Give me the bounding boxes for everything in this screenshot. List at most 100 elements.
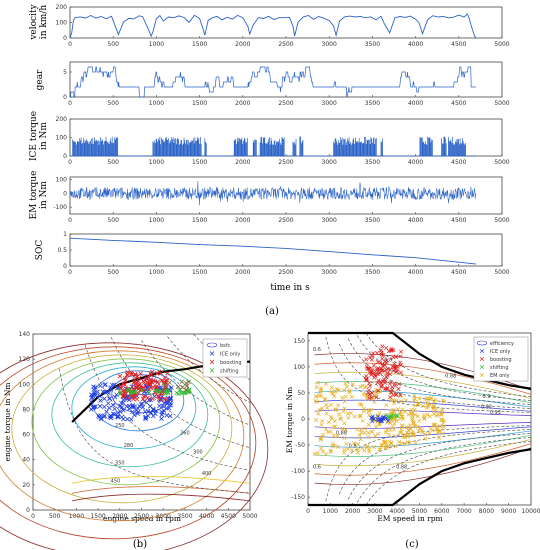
em-only-point xyxy=(355,427,360,432)
em-only-point xyxy=(425,412,430,417)
ice-only-point xyxy=(386,418,391,424)
boosting-point xyxy=(163,384,168,390)
shifting-point xyxy=(389,415,394,420)
y-axis-label: ICE torque xyxy=(29,111,39,161)
em-only-point xyxy=(390,424,395,429)
x-tick-label: 5000 xyxy=(494,41,509,48)
bsfc-contour xyxy=(0,346,257,540)
em-only-point xyxy=(342,399,347,404)
ice-only-point xyxy=(168,396,173,402)
em-only-point xyxy=(428,402,433,407)
shifting-point xyxy=(162,389,168,394)
boosting-point xyxy=(382,359,388,364)
boosting-point xyxy=(397,382,402,387)
boosting-point xyxy=(371,363,376,368)
y-tick-label: 20 xyxy=(22,482,30,489)
bsfc-contour xyxy=(71,476,251,484)
boosting-point xyxy=(384,367,389,372)
power-line xyxy=(58,368,251,494)
contour-label: 260 xyxy=(180,431,190,437)
x-tick-label: 6000 xyxy=(434,508,449,515)
x-tick-label: 3500 xyxy=(365,269,380,276)
efficiency-contour xyxy=(314,362,532,395)
em-only-point xyxy=(422,416,427,421)
y-axis-label: in Nm xyxy=(39,181,49,209)
x-tick-label: 0 xyxy=(31,513,35,520)
boosting-point xyxy=(148,372,154,378)
em-only-point xyxy=(331,425,336,430)
em-only-point xyxy=(379,443,384,448)
em-only-point xyxy=(432,403,437,408)
shifting-point xyxy=(117,391,123,397)
y-tick-label: 100 xyxy=(56,177,68,184)
efficiency-contour xyxy=(314,399,532,412)
boosting-point xyxy=(382,368,387,373)
em-only-point xyxy=(324,452,329,457)
shifting-point xyxy=(395,414,400,419)
em-only-point xyxy=(398,411,403,416)
contour-label: 0.9 xyxy=(482,394,490,400)
boosting-point xyxy=(380,344,385,349)
boosting-point xyxy=(125,372,130,377)
power-line xyxy=(356,437,532,503)
ice-only-point xyxy=(103,382,108,387)
ice-only-point xyxy=(98,413,104,419)
em-only-point xyxy=(433,422,438,427)
em-only-point xyxy=(323,397,328,402)
boosting-point xyxy=(376,388,381,393)
em-only-point xyxy=(407,426,413,431)
em-only-point xyxy=(369,429,375,434)
x-tick-label: 3500 xyxy=(177,513,192,520)
em-only-point xyxy=(362,385,367,390)
ice-only-point xyxy=(378,417,383,423)
boosting-point xyxy=(375,351,380,356)
em-only-point xyxy=(342,450,347,455)
em-only-point xyxy=(351,441,357,446)
boosting-point xyxy=(134,396,140,402)
y-axis-label: EM torque in Nm xyxy=(285,387,294,453)
subplot-3: 0 500 1000 1500 2000 2500 3000 3500 4000 4500 5000… xyxy=(29,111,510,166)
boosting-point xyxy=(393,392,398,398)
ice-only-point xyxy=(125,416,130,422)
x-tick-label: 5000 xyxy=(494,159,509,166)
series-line xyxy=(69,180,477,206)
boosting-point xyxy=(378,371,383,376)
em-only-point xyxy=(422,415,427,420)
ice-only-point xyxy=(102,404,107,410)
ice-only-point xyxy=(370,419,375,424)
em-only-point xyxy=(376,431,381,436)
em-only-point xyxy=(373,433,378,438)
em-only-point xyxy=(425,403,430,408)
ice-only-point xyxy=(115,410,121,415)
boosting-point xyxy=(368,384,373,389)
x-tick-label: 3500 xyxy=(365,100,380,107)
em-only-point xyxy=(357,414,362,419)
ice-only-point xyxy=(370,416,375,421)
em-only-point xyxy=(321,432,326,437)
boosting-point xyxy=(138,387,144,393)
em-only-point xyxy=(412,412,417,417)
x-tick-label: 2500 xyxy=(278,159,293,166)
engine-map-plot: 0 500 1000 1500 2000 2500 3000 3500 4000 4500 5000… xyxy=(0,331,269,550)
x-tick-label: 3000 xyxy=(367,508,382,515)
series-line xyxy=(70,66,476,98)
em-only-point xyxy=(328,402,334,407)
bsfc-contour xyxy=(71,366,197,450)
em-only-point xyxy=(326,430,331,435)
em-only-point xyxy=(315,451,320,456)
subplot-1: 0 500 1000 1500 2000 2500 3000 3500 4000 4500 5000… xyxy=(29,3,510,48)
em-only-point xyxy=(412,398,417,403)
y-tick-label: 150 xyxy=(294,338,306,345)
x-tick-label: 2500 xyxy=(278,100,293,107)
efficiency-contour xyxy=(314,371,532,399)
boosting-point xyxy=(388,395,393,400)
em-only-point xyxy=(382,440,387,446)
power-line xyxy=(325,425,532,502)
em-only-point xyxy=(320,449,325,454)
em-only-point xyxy=(411,421,416,426)
x-tick-label: 3000 xyxy=(156,513,171,520)
shifting-point xyxy=(183,380,189,386)
boosting-point xyxy=(122,389,127,395)
x-axis-label: engine speed in rpm xyxy=(103,514,181,523)
